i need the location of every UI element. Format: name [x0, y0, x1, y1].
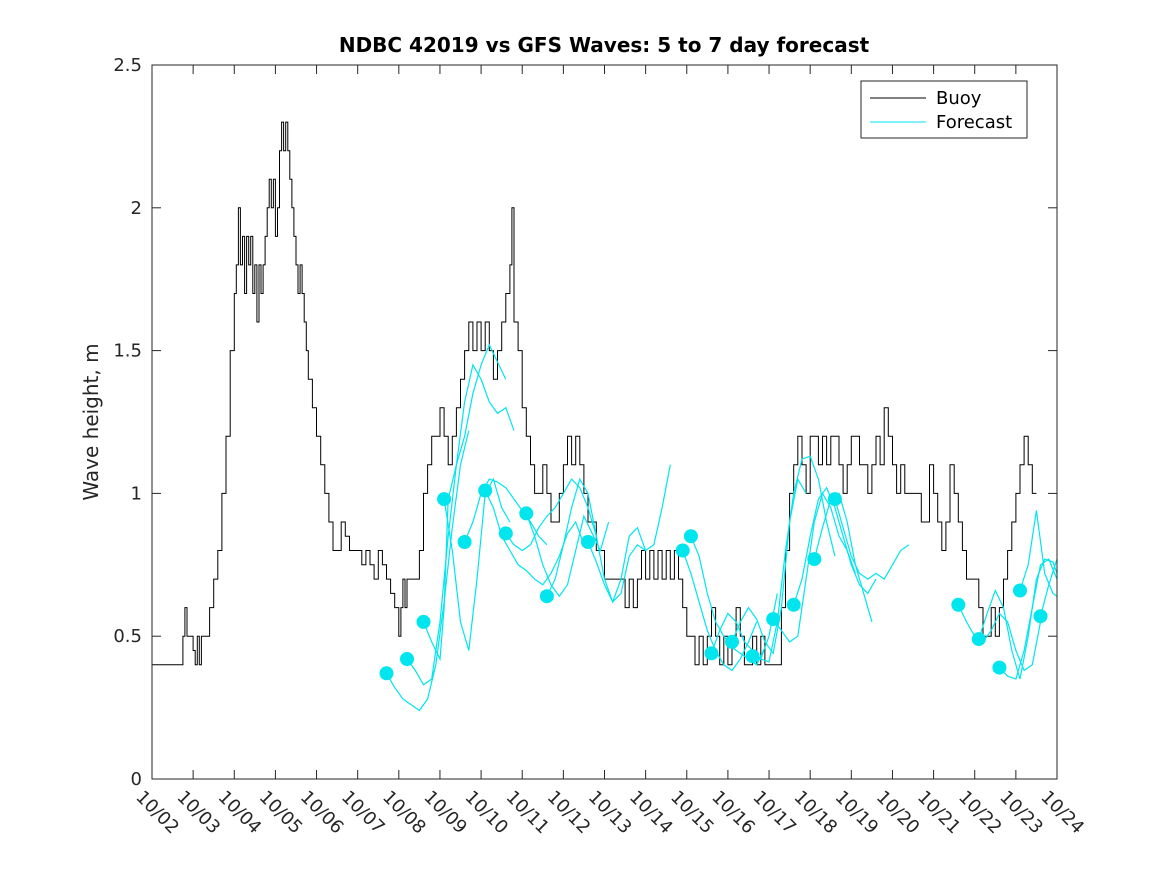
forecast-line-7 [505, 478, 597, 552]
forecast-line-5 [464, 478, 548, 546]
forecast-marker [1013, 583, 1027, 598]
forecast-line-3 [422, 343, 507, 662]
forecast-marker [519, 506, 534, 521]
forecast-marker [827, 492, 842, 507]
forecast-marker [766, 612, 781, 627]
y-tick-label: 2 [131, 198, 142, 219]
forecast-marker [416, 614, 431, 629]
forecast-line-15 [752, 455, 836, 663]
forecast-marker [745, 649, 760, 664]
forecast-marker [498, 526, 513, 541]
forecast-line-20 [957, 604, 1042, 672]
forecast-line-16 [772, 491, 856, 643]
forecast-marker [1033, 609, 1048, 624]
forecast-line-2 [406, 363, 515, 686]
y-tick-label: 2.5 [113, 55, 142, 76]
forecast-line-1 [385, 430, 470, 712]
legend-forecast-label: Forecast [936, 112, 1012, 133]
forecast-line-9 [546, 477, 646, 604]
forecast-line-4 [443, 477, 511, 651]
forecast-marker [379, 666, 394, 681]
y-tick-label: 1 [131, 483, 142, 504]
chart-title: NDBC 42019 vs GFS Waves: 5 to 7 day fore… [339, 33, 870, 57]
y-tick-label: 0.5 [113, 626, 142, 647]
forecast-marker [725, 634, 739, 649]
forecast-marker [457, 535, 472, 549]
forecast-marker [704, 646, 719, 661]
forecast-line-24 [1039, 558, 1058, 617]
legend-box [860, 80, 1028, 139]
forecast-line-22 [998, 558, 1058, 680]
forecast-line-14 [731, 477, 807, 655]
forecast-line-18 [813, 492, 873, 623]
y-axis-label: Wave height, m [79, 343, 103, 500]
forecast-line-23 [1019, 510, 1058, 597]
forecast-marker [992, 660, 1007, 675]
forecast-line-11 [682, 550, 758, 672]
forecast-marker [478, 483, 493, 498]
forecast-marker [437, 492, 452, 507]
y-tick-label: 0 [131, 769, 142, 790]
forecast-line-10 [587, 464, 671, 604]
forecast-line-19 [834, 498, 910, 580]
legend-buoy-label: Buoy [936, 88, 982, 109]
forecast-marker [786, 597, 801, 612]
plot-area: 00.511.522.510/0210/0310/0410/0510/0610/… [113, 55, 1088, 838]
forecast-line-8 [525, 513, 610, 598]
forecast-marker [951, 597, 966, 612]
buoy-series-line [152, 121, 1037, 666]
forecast-marker [683, 529, 698, 544]
y-tick-label: 1.5 [113, 341, 142, 362]
forecast-marker [581, 535, 595, 549]
forecast-marker [675, 543, 690, 558]
axes-background [152, 65, 1057, 779]
legend: Buoy Forecast [860, 80, 1028, 139]
series-layer [152, 121, 1058, 712]
forecast-marker [400, 652, 414, 666]
forecast-marker [539, 589, 554, 604]
forecast-marker [971, 632, 986, 647]
forecast-marker [807, 552, 822, 567]
